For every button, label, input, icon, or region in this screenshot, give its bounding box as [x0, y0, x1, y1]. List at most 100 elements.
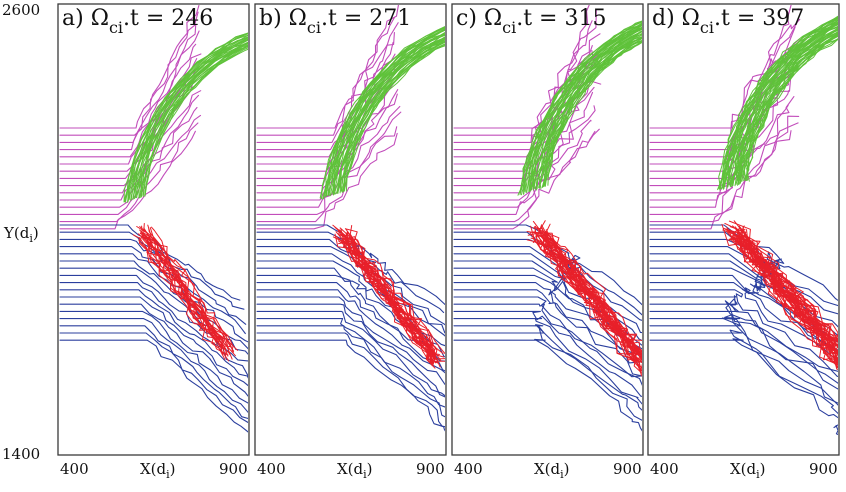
green-line [538, 36, 642, 188]
magenta-line [453, 119, 592, 215]
blue-line [649, 274, 838, 352]
green-line [134, 41, 248, 200]
green-line [321, 26, 445, 200]
red-line [139, 230, 224, 355]
field-lines [59, 5, 248, 433]
x-tick-left: 400 [650, 460, 679, 478]
blue-line [59, 318, 248, 414]
magenta-line [256, 111, 402, 215]
green-line [717, 15, 838, 191]
red-line [731, 236, 838, 353]
blue-line [453, 303, 642, 386]
blue-line [453, 282, 642, 364]
green-line [343, 45, 445, 192]
panel-title: a) Ωci.t = 246 [62, 6, 213, 37]
red-line [335, 237, 439, 364]
green-line [542, 37, 642, 188]
blue-line [256, 260, 445, 347]
green-line [719, 17, 838, 191]
magenta-line [649, 18, 801, 136]
red-line [340, 236, 438, 364]
green-line [520, 22, 642, 196]
green-line [731, 26, 838, 187]
panel-time: .t = 397 [714, 6, 804, 31]
blue-line [649, 289, 838, 377]
magenta-line [453, 130, 596, 230]
red-line [728, 220, 838, 348]
red-line [545, 233, 642, 354]
green-line [336, 37, 445, 194]
panel-subscript: ci [700, 18, 714, 37]
panel-letter: d) [652, 6, 682, 31]
green-line [533, 30, 642, 190]
red-line [142, 235, 229, 353]
red-line [544, 232, 642, 356]
green-line [323, 27, 445, 200]
red-line [739, 233, 838, 370]
green-line [140, 44, 248, 197]
blue-line [649, 317, 838, 406]
green-line [743, 34, 838, 181]
red-line [742, 226, 838, 341]
magenta-line [453, 5, 590, 129]
blue-line [59, 303, 248, 397]
red-line [143, 223, 225, 342]
red-line [734, 226, 838, 352]
green-line [538, 37, 642, 188]
y-axis-label: Y(di) [3, 224, 39, 245]
green-line [530, 28, 642, 191]
green-line [724, 23, 838, 187]
blue-line [453, 267, 642, 350]
red-line [545, 223, 642, 341]
blue-line [256, 339, 445, 432]
red-line [728, 235, 838, 343]
magenta-line [59, 30, 200, 151]
x-tick-right: 900 [416, 460, 445, 478]
green-line [734, 29, 838, 187]
green-line [144, 48, 248, 196]
panel-time: .t = 246 [123, 6, 213, 31]
green-line [524, 25, 642, 193]
panel-letter: b) [259, 6, 289, 31]
green-line [538, 36, 642, 190]
y-tick-top: 2600 [2, 1, 40, 19]
blue-line [256, 267, 445, 358]
x-tick-left: 400 [257, 460, 286, 478]
field-lines [453, 5, 642, 432]
x-axis-label: X(di) [140, 460, 176, 481]
blue-line [649, 314, 838, 404]
green-line [530, 31, 642, 191]
red-line [541, 236, 642, 360]
blue-line [453, 274, 642, 359]
blue-line [59, 296, 248, 387]
panel-subscript: ci [307, 18, 321, 37]
blue-line [59, 289, 248, 379]
green-line [519, 20, 642, 196]
blue-line [649, 267, 838, 351]
panel-omega: Ω [289, 6, 307, 31]
red-line [740, 234, 838, 355]
green-line [132, 39, 248, 200]
blue-line [649, 298, 838, 384]
panel-omega: Ω [484, 6, 502, 31]
green-line [142, 46, 248, 198]
red-line [136, 226, 226, 346]
green-line [341, 41, 445, 193]
blue-line [256, 332, 445, 428]
panel-b: b) Ωci.t = 271 400 900 X(di) [254, 3, 447, 481]
magenta-line [256, 105, 401, 208]
panel-subscript: ci [502, 18, 516, 37]
red-line [727, 228, 838, 360]
green-line [328, 33, 445, 196]
green-line [130, 37, 248, 201]
green-line [123, 32, 248, 203]
blue-line [453, 338, 642, 432]
panel-frame [254, 3, 447, 456]
panel-c: c) Ωci.t = 315 400 900 X(di) [451, 3, 644, 481]
y-tick-bottom: 1400 [2, 445, 40, 463]
green-line [727, 26, 838, 186]
blue-line [59, 325, 248, 420]
x-tick-right: 900 [613, 460, 642, 478]
